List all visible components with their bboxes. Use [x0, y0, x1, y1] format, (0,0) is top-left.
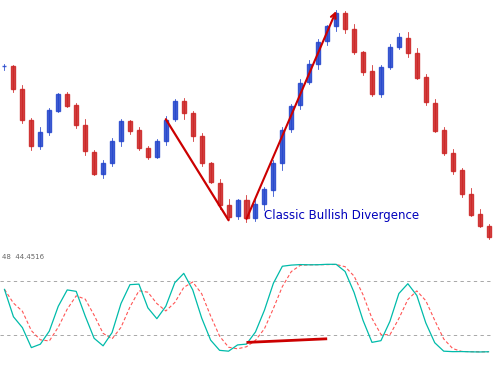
Bar [38, 132, 42, 146]
Bar [289, 106, 293, 129]
Bar [281, 130, 284, 163]
Bar [468, 194, 473, 215]
Bar [119, 120, 123, 141]
Bar [101, 163, 105, 174]
Bar [406, 38, 410, 53]
Bar [415, 53, 419, 77]
Bar [334, 13, 338, 26]
Bar [182, 101, 186, 113]
Bar [487, 226, 491, 237]
Bar [388, 47, 392, 67]
Bar [379, 67, 383, 94]
Bar [316, 41, 320, 64]
Bar [200, 135, 204, 163]
Bar [352, 29, 356, 52]
Bar [424, 77, 428, 102]
Bar [20, 89, 25, 120]
Bar [209, 163, 212, 182]
Bar [128, 121, 132, 131]
Bar [307, 64, 311, 82]
Bar [451, 153, 455, 171]
Bar [236, 200, 240, 217]
Bar [325, 26, 329, 41]
Bar [65, 94, 69, 106]
Bar [397, 37, 401, 47]
Bar [155, 141, 159, 157]
Text: Classic Bullish Divergence: Classic Bullish Divergence [264, 209, 420, 222]
Bar [30, 120, 34, 146]
Bar [74, 105, 78, 124]
Bar [262, 189, 266, 204]
Bar [137, 130, 141, 148]
Bar [253, 204, 257, 218]
Bar [146, 148, 150, 157]
Bar [459, 171, 463, 194]
Bar [227, 204, 231, 217]
Bar [83, 125, 87, 152]
Bar [370, 71, 374, 94]
Bar [191, 113, 195, 136]
Text: 48  44.4516: 48 44.4516 [2, 254, 44, 260]
Bar [173, 101, 177, 119]
Bar [271, 163, 276, 190]
Bar [56, 94, 60, 111]
Bar [11, 66, 15, 89]
Bar [298, 83, 302, 105]
Bar [245, 200, 248, 218]
Bar [217, 183, 222, 205]
Bar [442, 130, 446, 153]
Bar [110, 141, 114, 163]
Bar [343, 13, 347, 29]
Bar [164, 120, 168, 141]
Bar [92, 152, 96, 174]
Bar [478, 214, 482, 226]
Bar [433, 103, 437, 131]
Bar [361, 52, 365, 72]
Bar [47, 110, 51, 132]
